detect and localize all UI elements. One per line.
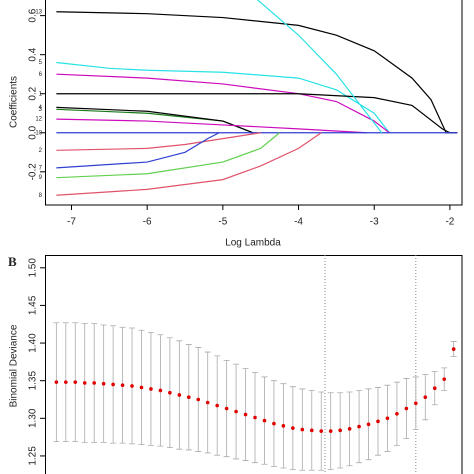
- series-label: 7: [39, 165, 43, 171]
- coefficient-path: [56, 132, 322, 196]
- point: [168, 390, 172, 395]
- series-label: 1: [39, 91, 43, 97]
- series-label: 10: [35, 130, 42, 136]
- y-tick-label: 1.30: [28, 408, 39, 428]
- series-label: 12: [35, 117, 42, 123]
- series-label: 9: [39, 175, 43, 181]
- point: [300, 427, 305, 432]
- x-tick-label: -3: [370, 217, 379, 228]
- point: [215, 403, 219, 408]
- point: [196, 397, 201, 402]
- y-tick-label: 0.2: [28, 86, 39, 100]
- coefficient-path: [56, 132, 220, 169]
- point: [177, 393, 182, 397]
- coefficient-path: [56, 93, 451, 134]
- point: [432, 386, 437, 391]
- point: [243, 412, 248, 417]
- point: [120, 383, 125, 387]
- coefficient-path: [56, 132, 280, 179]
- plot-frame: [45, 0, 463, 206]
- x-axis-title: Log Lambda: [225, 238, 281, 249]
- point: [262, 418, 267, 423]
- point: [149, 387, 153, 391]
- y-tick-label: -0.2: [28, 163, 39, 181]
- coefficient-path: [56, 73, 390, 134]
- point: [404, 406, 409, 411]
- series-label: 13: [35, 9, 42, 15]
- plot-frame: [45, 255, 463, 474]
- y-tick-label: 0.6: [28, 8, 39, 22]
- point: [338, 428, 342, 433]
- series-label: 8: [39, 193, 43, 199]
- point: [186, 395, 191, 400]
- x-tick-label: -7: [67, 217, 76, 228]
- point: [272, 421, 276, 426]
- point: [328, 429, 333, 433]
- point: [54, 380, 59, 384]
- point: [101, 381, 106, 386]
- point: [92, 381, 96, 385]
- point: [347, 427, 352, 431]
- series-label: 3: [39, 107, 43, 113]
- y-axis-title: Coefficients: [9, 76, 20, 128]
- x-tick-label: -6: [143, 217, 152, 228]
- point: [366, 422, 371, 427]
- y-tick-label: 0.0: [28, 125, 39, 139]
- series-label: 2: [39, 148, 43, 154]
- point: [253, 415, 257, 420]
- point: [291, 426, 295, 430]
- point: [130, 384, 134, 388]
- point: [376, 419, 380, 424]
- y-tick-label: 1.40: [28, 333, 39, 353]
- point: [111, 382, 115, 387]
- coefficient-path: [256, 0, 383, 134]
- point: [73, 380, 78, 384]
- y-axis-title: Binomial Deviance: [9, 324, 20, 407]
- point: [82, 381, 87, 385]
- y-tick-label: 1.45: [28, 295, 39, 315]
- y-tick-label: 1.50: [28, 258, 39, 278]
- panel-label: B: [8, 254, 17, 269]
- plot-area: [53, 255, 457, 474]
- y-tick-label: 1.35: [28, 371, 39, 391]
- point: [234, 409, 238, 414]
- plot-area: [56, 0, 458, 196]
- x-tick-label: -5: [218, 217, 227, 228]
- y-tick-label: 1.25: [28, 446, 39, 466]
- coefficient-path: [56, 61, 390, 134]
- y-tick-label: 0.4: [28, 47, 39, 61]
- point: [205, 400, 210, 405]
- point: [224, 406, 229, 411]
- x-tick-label: -2: [445, 217, 454, 228]
- series-label: 4: [39, 105, 43, 111]
- point: [139, 385, 144, 390]
- point: [158, 388, 163, 393]
- coefficient-path: [56, 132, 261, 151]
- coefficient-path: [56, 118, 367, 134]
- point: [64, 380, 68, 384]
- series-label: 6: [39, 72, 43, 78]
- point: [319, 429, 324, 433]
- point: [414, 401, 418, 406]
- coefficient-path: [56, 11, 458, 134]
- x-tick-label: -4: [294, 217, 303, 228]
- point: [357, 424, 361, 429]
- point: [385, 416, 390, 421]
- point: [309, 428, 314, 433]
- point: [442, 377, 447, 381]
- series-label: 5: [39, 60, 43, 66]
- point: [423, 395, 428, 400]
- point: [281, 424, 286, 428]
- point: [451, 347, 456, 351]
- coefficient-path: [56, 106, 254, 134]
- point: [395, 411, 399, 416]
